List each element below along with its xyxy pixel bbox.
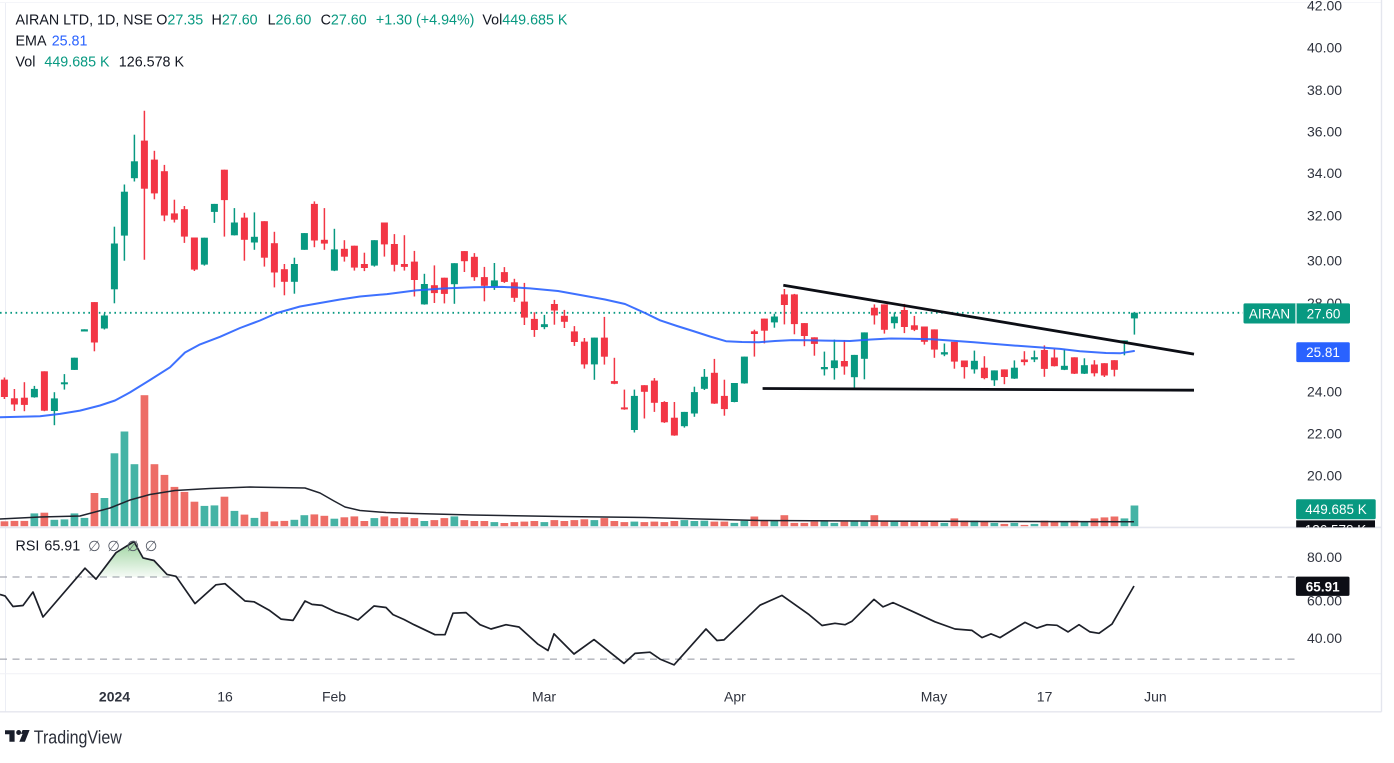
svg-text:25.81: 25.81 [1306, 345, 1340, 360]
svg-text:126.578 K: 126.578 K [119, 55, 185, 71]
svg-text:449.685 K: 449.685 K [1305, 502, 1367, 517]
svg-text:32.00: 32.00 [1307, 208, 1342, 224]
svg-text:May: May [921, 689, 947, 705]
svg-text:Mar: Mar [532, 689, 556, 705]
svg-text:AIRAN: AIRAN [1249, 306, 1290, 321]
svg-text:Vol: Vol [16, 55, 36, 71]
svg-text:+1.30 (+4.94%): +1.30 (+4.94%) [376, 13, 475, 29]
svg-text:27.60: 27.60 [1307, 306, 1341, 321]
svg-text:40.00: 40.00 [1307, 630, 1342, 646]
svg-text:∅: ∅ [88, 539, 101, 555]
svg-text:30.00: 30.00 [1307, 253, 1342, 269]
svg-text:EMA: EMA [16, 34, 47, 50]
svg-text:38.00: 38.00 [1307, 82, 1342, 98]
svg-text:Jun: Jun [1144, 689, 1167, 705]
svg-text:O27.35: O27.35 [156, 13, 203, 29]
svg-text:126.578 K: 126.578 K [1305, 523, 1367, 538]
svg-text:17: 17 [1037, 689, 1053, 705]
svg-text:20.00: 20.00 [1307, 468, 1342, 484]
svg-text:Apr: Apr [724, 689, 746, 705]
svg-text:449.685 K: 449.685 K [44, 55, 110, 71]
svg-text:H27.60: H27.60 [212, 13, 258, 29]
svg-text:16: 16 [217, 689, 233, 705]
svg-text:34.00: 34.00 [1307, 165, 1342, 181]
svg-text:25.81: 25.81 [52, 34, 88, 50]
svg-text:L26.60: L26.60 [268, 13, 312, 29]
svg-text:60.00: 60.00 [1307, 592, 1342, 608]
svg-text:65.91: 65.91 [44, 539, 80, 555]
svg-text:24.00: 24.00 [1307, 384, 1342, 400]
svg-text:AIRAN LTD, 1D, NSE: AIRAN LTD, 1D, NSE [16, 13, 153, 29]
svg-text:∅: ∅ [145, 539, 158, 555]
svg-text:Vol449.685 K: Vol449.685 K [482, 13, 568, 29]
svg-text:40.00: 40.00 [1307, 40, 1342, 56]
svg-text:C27.60: C27.60 [321, 13, 367, 29]
svg-text:2024: 2024 [99, 689, 130, 705]
svg-text:36.00: 36.00 [1307, 123, 1342, 139]
svg-text:TradingView: TradingView [34, 726, 123, 747]
svg-text:65.91: 65.91 [1306, 580, 1340, 595]
svg-text:Feb: Feb [322, 689, 346, 705]
svg-text:80.00: 80.00 [1307, 549, 1342, 565]
svg-text:RSI: RSI [16, 539, 40, 555]
svg-text:42.00: 42.00 [1307, 0, 1342, 14]
svg-text:∅: ∅ [127, 539, 140, 555]
svg-text:∅: ∅ [107, 539, 120, 555]
svg-text:22.00: 22.00 [1307, 426, 1342, 442]
